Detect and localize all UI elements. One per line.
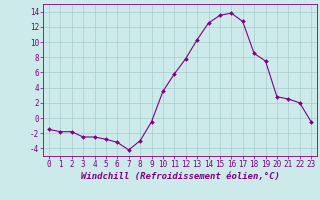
X-axis label: Windchill (Refroidissement éolien,°C): Windchill (Refroidissement éolien,°C) xyxy=(81,172,279,181)
